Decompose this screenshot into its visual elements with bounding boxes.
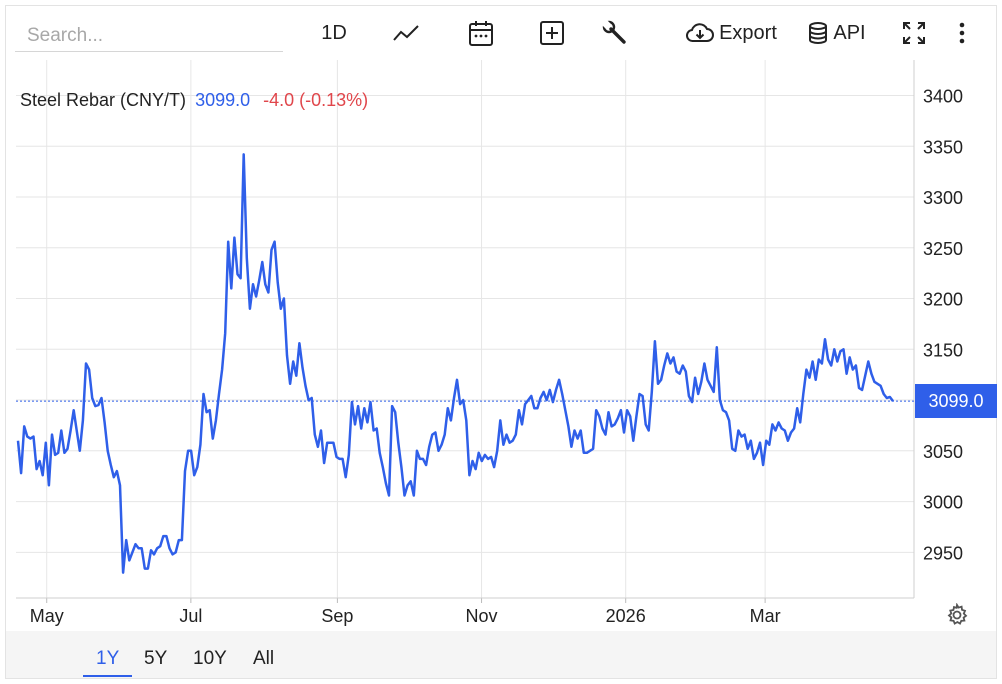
chart-grid [16,60,914,598]
range-10y[interactable]: 10Y [193,648,227,669]
last-price-tag: 3099.0 [915,384,997,419]
range-1y[interactable]: 1Y [96,648,120,669]
line-chart-icon [393,25,419,41]
more-vertical-icon [959,22,965,44]
api-button[interactable]: API [806,18,868,48]
wrench-icon [602,20,626,44]
active-range-indicator [83,675,132,677]
chart-legend: Steel Rebar (CNY/T) 3099.0 -4.0 (-0.13%) [20,90,368,111]
search-input[interactable] [15,20,283,52]
date-range-button[interactable] [466,18,496,48]
toolbar: 1D Export API [0,0,1002,60]
chart-frame [5,5,997,679]
y-tick-label: 3150 [923,340,963,360]
legend-name: Steel Rebar (CNY/T) [20,90,187,110]
range-5y[interactable]: 5Y [144,648,168,669]
y-axis: 2950300030503100315032003250330033503400 [913,60,963,598]
settings-tool-button[interactable] [600,18,630,48]
calendar-icon [469,21,493,46]
chart-type-button[interactable] [390,18,422,48]
interval-label: 1D [321,21,347,44]
range-all[interactable]: All [253,648,275,669]
api-label: API [833,21,866,44]
series-line [16,153,894,574]
add-box-icon [540,21,564,45]
y-tick-label: 3300 [923,188,963,208]
more-button[interactable] [952,18,972,48]
compare-button[interactable] [537,18,567,48]
y-tick-label: 3250 [923,239,963,259]
export-button[interactable]: Export [683,18,779,48]
x-tick-label: Mar [750,606,781,626]
y-tick-label: 3350 [923,137,963,157]
x-tick-label: Nov [466,606,498,626]
x-axis: May Jul Sep Nov 2026 Mar [16,597,914,626]
database-icon [809,22,828,44]
x-tick-label: May [30,606,64,626]
legend-change: -4.0 (-0.13%) [263,90,369,110]
fullscreen-button[interactable] [899,18,929,48]
export-label: Export [719,21,777,44]
x-tick-label: Jul [179,606,202,626]
x-tick-label: 2026 [606,606,646,626]
gear-icon[interactable] [945,603,969,627]
y-tick-label: 3000 [923,493,963,513]
cloud-download-icon [686,23,715,42]
range-bar [6,631,996,678]
legend-last: 3099.0 [195,90,251,110]
y-tick-label: 3400 [923,87,963,107]
y-tick-label: 3200 [923,290,963,310]
x-tick-label: Sep [321,606,353,626]
y-tick-label: 3050 [923,442,963,462]
y-tick-label: 2950 [923,543,963,563]
fullscreen-icon [903,22,925,44]
interval-button[interactable]: 1D [316,18,352,48]
